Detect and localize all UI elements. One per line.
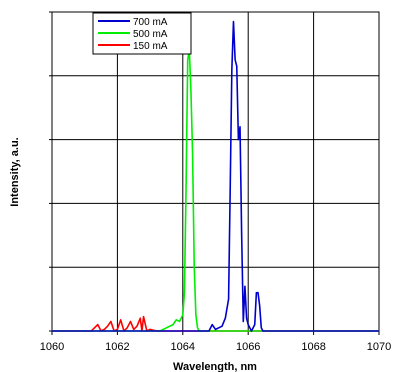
x-tick-label: 1066 [236,341,260,353]
legend-label: 500 mA [133,29,168,40]
grid [52,12,379,331]
x-tick-label: 1068 [301,341,325,353]
legend-label: 700 mA [133,17,168,28]
series-lines [52,20,379,332]
x-tick-labels: 1060 1062 1064 1066 1068 1070 [40,341,391,353]
y-axis-title: Intensity, a.u. [9,137,21,206]
x-axis-title: Wavelength, nm [173,361,257,372]
x-tick-label: 1070 [367,341,391,353]
series-line [52,49,379,332]
x-tick-label: 1064 [171,341,195,353]
plot-area [51,11,380,332]
x-tick-label: 1060 [40,341,64,353]
x-tick-label: 1062 [105,341,129,353]
legend-label: 150 mA [133,41,168,52]
series-line [52,20,379,332]
